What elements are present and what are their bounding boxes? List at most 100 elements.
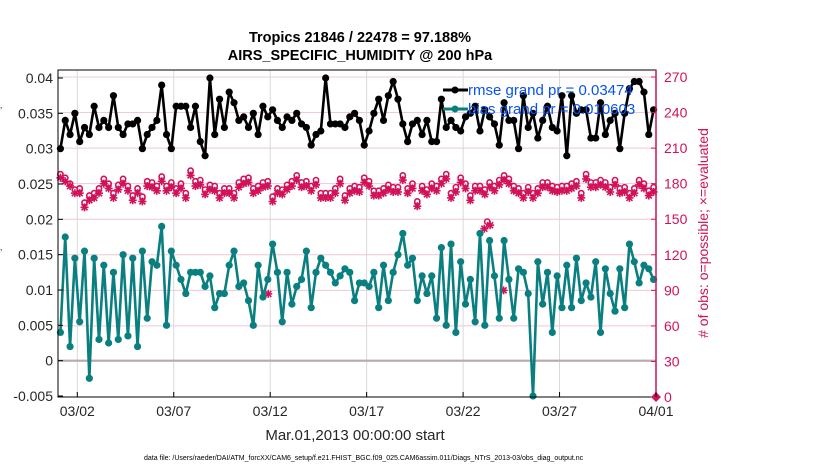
rmse-point [230, 99, 238, 107]
bias-point [249, 321, 257, 329]
obs-evaluated-marker [355, 187, 364, 196]
obs-evaluated-marker [490, 186, 499, 195]
rmse-point [592, 134, 600, 142]
rmse-point [191, 102, 200, 110]
bias-point [432, 314, 441, 322]
bias-point [85, 374, 93, 382]
bias-point [505, 275, 513, 283]
obs-evaluated-marker [480, 190, 489, 199]
y-tick-label-right: 180 [664, 176, 688, 192]
bias-point [211, 304, 219, 312]
bias-point [124, 332, 132, 340]
rmse-point [510, 116, 518, 124]
obs-evaluated-marker [114, 185, 123, 194]
bias-point [577, 297, 585, 305]
bias-point [461, 300, 470, 308]
clipped-left-label: ’ ’ [0, 106, 2, 259]
y-tick-label-left: 0.03 [26, 141, 53, 157]
clipped-label-fragment: ’ [0, 248, 2, 259]
bias-point [346, 268, 354, 276]
rmse-point [370, 109, 378, 117]
obs-evaluated-marker [635, 180, 644, 189]
y-tick-label-left: 0.01 [26, 282, 53, 298]
rmse-point [645, 130, 653, 139]
bias-point [206, 272, 214, 280]
bias-point [254, 261, 262, 269]
bias-point [322, 261, 330, 269]
obs-evaluated-marker [94, 189, 103, 198]
bias-point [404, 261, 412, 269]
bias-point [418, 272, 426, 280]
bias-point [539, 300, 547, 308]
rmse-point [206, 74, 214, 82]
obs-evaluated-marker [152, 186, 161, 195]
rmse-point [80, 123, 89, 132]
rmse-point [162, 130, 171, 139]
rmse-point [529, 109, 537, 117]
obs-evaluated-marker [422, 190, 431, 199]
bias-point [437, 244, 445, 252]
bias-point [413, 297, 421, 305]
obs-evaluated-marker [302, 182, 311, 191]
rmse-point [500, 99, 508, 107]
bias-point [259, 293, 267, 301]
obs-evaluated-marker [644, 191, 653, 200]
bias-point [630, 258, 638, 266]
rmse-point [273, 116, 282, 124]
obs-evaluated-marker [500, 176, 509, 185]
rmse-point [278, 123, 286, 132]
rmse-point [182, 102, 190, 110]
rmse-point [85, 130, 93, 139]
obs-evaluated-marker [123, 186, 132, 195]
rmse-point [215, 95, 224, 103]
bias-point [133, 342, 142, 351]
bias-point [244, 297, 253, 305]
series-layer [56, 74, 661, 402]
bias-point [476, 229, 484, 238]
obs-evaluated-marker [186, 171, 195, 180]
obs-evaluated-marker [379, 189, 388, 198]
rmse-point [621, 109, 629, 117]
obs-evaluated-marker [625, 193, 634, 202]
bias-point [56, 328, 65, 336]
rmse-point [143, 130, 151, 139]
bias-point [76, 318, 84, 326]
bias-point [452, 328, 460, 336]
rmse-point [611, 109, 619, 117]
bias-point [423, 289, 431, 298]
x-tick-label: 03/17 [349, 403, 384, 419]
obs-evaluated-marker [157, 177, 166, 186]
bias-point [264, 275, 272, 283]
bias-point [129, 254, 137, 262]
rmse-point [259, 102, 267, 110]
obs-evaluated-marker [533, 189, 542, 198]
obs-evaluated-marker [432, 186, 441, 195]
y-tick-label-right: 90 [664, 282, 680, 298]
rmse-point [138, 145, 146, 153]
bias-point [297, 275, 306, 283]
obs-evaluated-marker [307, 186, 316, 195]
bias-point [394, 251, 402, 259]
obs-evaluated-marker [215, 193, 224, 202]
bias-point [524, 289, 532, 298]
rmse-point [563, 152, 571, 160]
bias-point [611, 307, 619, 315]
obs-evaluated-marker [393, 187, 402, 196]
data-file-footer: data file: /Users/raeder/DAI/ATM_forcXX/… [144, 455, 584, 462]
rmse-point [350, 109, 359, 117]
bias-point [548, 328, 556, 336]
bias-line [59, 225, 655, 398]
x-tick-label: 03/12 [253, 403, 288, 419]
x-tick-label: 04/01 [638, 403, 673, 419]
bias-point [442, 321, 450, 329]
obs-evaluated-marker [418, 186, 427, 195]
rmse-point [225, 88, 233, 96]
bias-point [288, 300, 296, 308]
rmse-point [269, 106, 277, 114]
bias-point [109, 268, 118, 276]
rmse-point [95, 123, 103, 132]
rmse-point [534, 134, 542, 142]
obs-evaluated-marker [128, 196, 137, 205]
bias-point [568, 304, 576, 312]
bias-point [582, 279, 590, 287]
